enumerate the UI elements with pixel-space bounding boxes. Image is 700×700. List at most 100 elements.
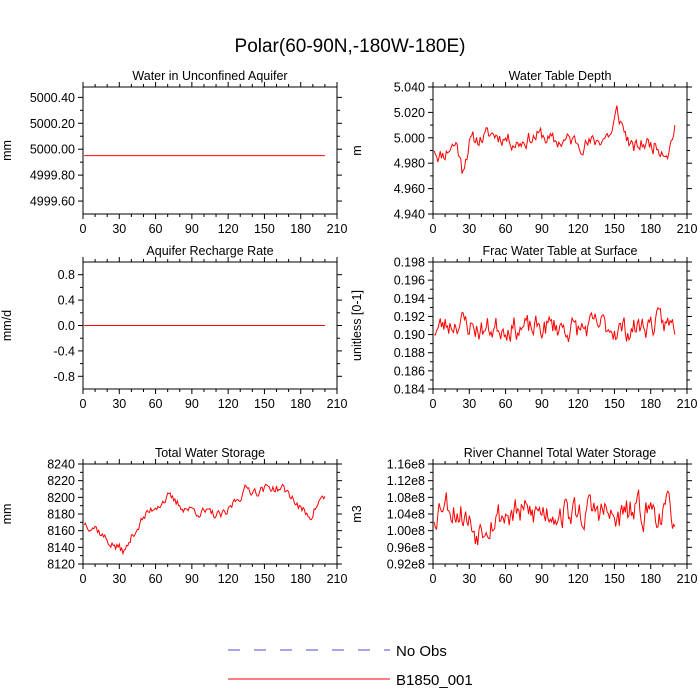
chart-panel-3: Aquifer Recharge Rate mm/d 0 30 60 90 120 150 18…	[0, 244, 347, 411]
y-tick-label: 5000.40	[30, 91, 75, 105]
series-line-b1850_001	[433, 105, 676, 174]
y-tick-label: 5000.00	[30, 143, 75, 157]
y-tick-label: 0.188	[394, 346, 425, 360]
x-tick-label: 180	[640, 572, 661, 586]
x-tick-label: 210	[677, 222, 698, 236]
y-tick-label: 1.16e8	[387, 458, 425, 472]
y-tick-label: 0.184	[394, 383, 425, 397]
x-tick-label: 30	[462, 572, 476, 586]
chart-title: Total Water Storage	[155, 446, 265, 460]
x-tick-label: 90	[185, 397, 199, 411]
chart-title: Aquifer Recharge Rate	[146, 244, 273, 258]
x-tick-label: 60	[149, 397, 163, 411]
chart-title: River Channel Total Water Storage	[464, 446, 657, 460]
x-tick-label: 90	[535, 222, 549, 236]
y-tick-label: 1.08e8	[387, 491, 425, 505]
x-tick-label: 150	[604, 397, 625, 411]
x-tick-label: 0	[80, 572, 87, 586]
legend-label-2: B1850_001	[396, 672, 473, 689]
x-tick-label: 210	[327, 397, 348, 411]
x-tick-label: 90	[535, 572, 549, 586]
x-tick-label: 150	[254, 572, 275, 586]
y-tick-label: 8140	[47, 541, 75, 555]
y-tick-label: 4999.80	[30, 169, 75, 183]
y-axis-label: m3	[350, 505, 364, 522]
x-tick-label: 120	[218, 572, 239, 586]
x-tick-label: 60	[149, 222, 163, 236]
y-tick-label: 0.198	[394, 256, 425, 270]
chart-panel-4: Frac Water Table at Surface unitless [0-1…	[350, 244, 697, 411]
y-tick-label: -0.8	[53, 370, 75, 384]
x-tick-label: 210	[327, 572, 348, 586]
x-tick-label: 210	[677, 572, 698, 586]
y-tick-label: 0.190	[394, 328, 425, 342]
x-tick-label: 0	[430, 397, 437, 411]
x-tick-label: 0	[430, 222, 437, 236]
page-title: Polar(60-90N,-180W-180E)	[234, 36, 466, 57]
plot-frame	[432, 463, 688, 565]
x-tick-label: 120	[568, 222, 589, 236]
x-tick-label: 180	[290, 572, 311, 586]
y-tick-label: 1.04e8	[387, 508, 425, 522]
y-tick-label: 1.00e8	[387, 524, 425, 538]
y-tick-label: 0.196	[394, 274, 425, 288]
series-line-b1850_001	[433, 489, 676, 546]
x-tick-label: 0	[430, 572, 437, 586]
x-tick-label: 120	[218, 397, 239, 411]
y-axis-label: mm/d	[0, 310, 14, 341]
y-tick-label: 0.0	[58, 319, 75, 333]
x-tick-label: 60	[499, 572, 513, 586]
y-tick-label: 5.040	[394, 81, 425, 95]
y-tick-label: 0.4	[58, 294, 75, 308]
x-tick-label: 60	[499, 397, 513, 411]
plot-frame	[82, 86, 338, 215]
series-line-b1850_001	[83, 483, 326, 556]
x-tick-label: 180	[290, 397, 311, 411]
y-tick-label: 0.92e8	[387, 558, 425, 572]
x-tick-label: 180	[640, 222, 661, 236]
x-tick-label: 90	[185, 572, 199, 586]
x-tick-label: 60	[499, 222, 513, 236]
chart-title: Water Table Depth	[509, 69, 612, 83]
x-tick-label: 30	[112, 572, 126, 586]
x-tick-label: 30	[112, 397, 126, 411]
series-line-b1850_001	[434, 306, 676, 342]
x-tick-label: 90	[185, 222, 199, 236]
x-tick-label: 0	[80, 397, 87, 411]
chart-title: Frac Water Table at Surface	[483, 244, 638, 258]
y-axis-label: unitless [0-1]	[350, 290, 364, 361]
y-tick-label: 5.020	[394, 106, 425, 120]
plot-frame	[432, 86, 688, 215]
y-tick-label: 0.186	[394, 364, 425, 378]
y-tick-label: 1.12e8	[387, 474, 425, 488]
x-tick-label: 30	[462, 397, 476, 411]
y-tick-label: 0.96e8	[387, 541, 425, 555]
chart-panel-2: Water Table Depth m 0 30 60 90 120 150 180 210 4.9…	[350, 69, 697, 236]
x-tick-label: 90	[535, 397, 549, 411]
x-tick-label: 150	[604, 222, 625, 236]
y-tick-label: 4.940	[394, 208, 425, 222]
chart-panel-5: Total Water Storage mm 0 30 60 90 120 150 180 210…	[0, 446, 347, 586]
x-tick-label: 150	[604, 572, 625, 586]
y-tick-label: 4999.60	[30, 195, 75, 209]
x-tick-label: 150	[254, 397, 275, 411]
y-tick-label: 8180	[47, 508, 75, 522]
y-tick-label: 0.192	[394, 310, 425, 324]
chart-panel-1: Water in Unconfined Aquifer mm 0 30 60 90 120 1…	[0, 69, 347, 236]
y-tick-label: 4.960	[394, 182, 425, 196]
y-tick-label: 8220	[47, 474, 75, 488]
x-tick-label: 150	[254, 222, 275, 236]
y-tick-label: -0.4	[53, 344, 75, 358]
y-tick-label: 8160	[47, 524, 75, 538]
y-tick-label: 0.8	[58, 268, 75, 282]
x-tick-label: 180	[290, 222, 311, 236]
y-tick-label: 8120	[47, 558, 75, 572]
y-tick-label: 0.194	[394, 292, 425, 306]
x-tick-label: 30	[112, 222, 126, 236]
legend-label-1: No Obs	[396, 643, 447, 660]
y-tick-label: 8200	[47, 491, 75, 505]
y-axis-label: mm	[0, 140, 14, 161]
x-tick-label: 120	[218, 222, 239, 236]
chart-title: Water in Unconfined Aquifer	[132, 69, 287, 83]
